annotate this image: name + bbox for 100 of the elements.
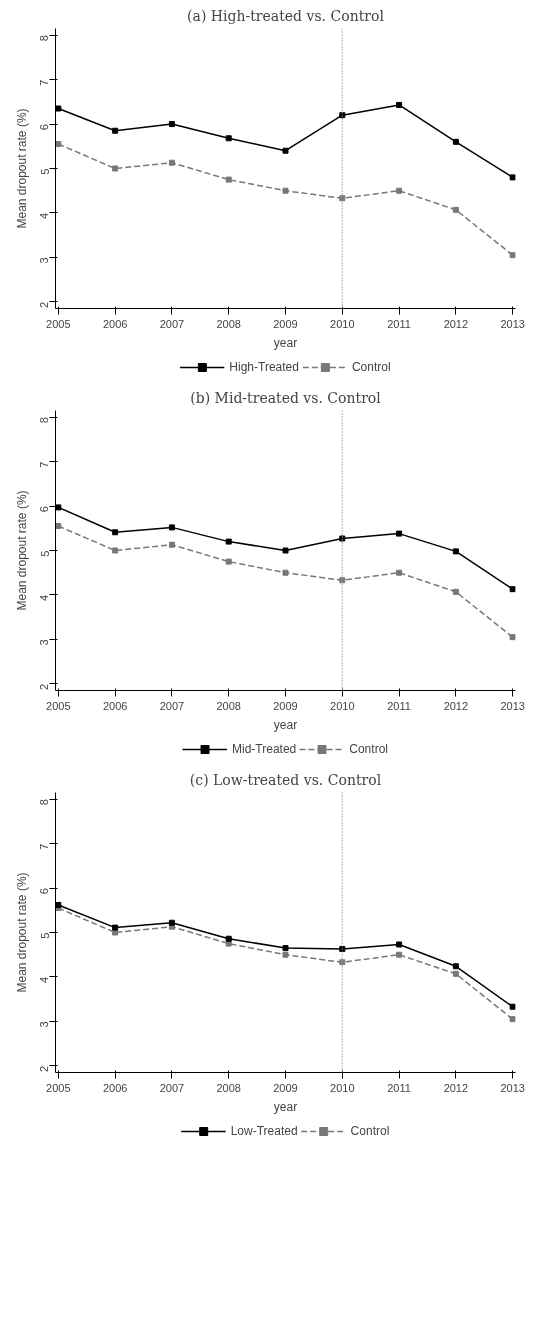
- point: [452, 588, 459, 595]
- point: [112, 529, 119, 536]
- y-tick-label: 5: [38, 168, 51, 175]
- y-axis-title: Mean dropout rate (%): [14, 872, 29, 993]
- point: [225, 935, 232, 942]
- x-tick-label: 2007: [159, 1081, 185, 1094]
- x-axis-title: year: [273, 335, 298, 350]
- x-tick-label: 2013: [500, 317, 525, 330]
- x-tick-label: 2012: [443, 699, 469, 712]
- point: [396, 187, 403, 194]
- y-axis-title: Mean dropout rate (%): [14, 108, 29, 229]
- x-tick-label: 2007: [159, 317, 185, 330]
- x-tick-label: 2008: [216, 699, 241, 712]
- x-tick-label: 2011: [387, 699, 411, 712]
- legend-label: Control: [350, 1124, 390, 1138]
- x-tick-label: 2011: [387, 1081, 411, 1094]
- point: [282, 187, 289, 194]
- point: [112, 165, 119, 172]
- y-tick-label: 7: [38, 461, 51, 468]
- x-tick-label: 2009: [273, 1081, 298, 1094]
- point: [168, 524, 175, 531]
- point: [452, 963, 459, 970]
- y-tick-label: 6: [38, 506, 51, 513]
- point: [452, 548, 459, 555]
- point: [282, 951, 289, 958]
- x-tick-label: 2005: [46, 1081, 71, 1094]
- point: [396, 941, 403, 948]
- x-tick-label: 2009: [273, 699, 298, 712]
- x-tick-label: 2013: [500, 699, 525, 712]
- point: [339, 959, 346, 966]
- y-tick-label: 6: [38, 124, 51, 131]
- x-tick-label: 2009: [273, 317, 298, 330]
- chart-title: (b) Mid-treated vs. Control: [190, 389, 382, 406]
- point: [168, 541, 175, 548]
- x-axis-title: year: [273, 717, 298, 732]
- y-tick-label: 2: [38, 301, 51, 308]
- x-tick-label: 2007: [159, 699, 185, 712]
- point: [339, 535, 346, 542]
- point: [396, 530, 403, 537]
- x-tick-label: 2005: [46, 317, 71, 330]
- point: [509, 174, 516, 181]
- legend-label: High-Treated: [229, 360, 299, 374]
- y-tick-label: 5: [38, 550, 51, 557]
- point: [396, 101, 403, 108]
- point: [225, 135, 232, 142]
- y-tick-label: 8: [38, 799, 51, 806]
- y-tick-label: 5: [38, 932, 51, 939]
- point: [396, 951, 403, 958]
- point: [339, 195, 346, 202]
- point: [452, 138, 459, 145]
- point: [55, 105, 62, 112]
- y-tick-label: 3: [38, 257, 51, 264]
- point: [282, 569, 289, 576]
- x-tick-label: 2011: [387, 317, 411, 330]
- point: [452, 970, 459, 977]
- x-tick-label: 2012: [443, 317, 469, 330]
- y-tick-label: 3: [38, 1021, 51, 1028]
- x-tick-label: 2008: [216, 317, 241, 330]
- y-tick-label: 8: [38, 417, 51, 424]
- y-tick-label: 4: [38, 212, 51, 220]
- y-tick-label: 4: [38, 976, 51, 984]
- y-tick-label: 4: [38, 594, 51, 602]
- point: [282, 547, 289, 554]
- point: [168, 121, 175, 128]
- y-axis-title: Mean dropout rate (%): [14, 490, 29, 611]
- point: [225, 558, 232, 565]
- x-tick-label: 2010: [330, 1081, 355, 1094]
- legend-label: Control: [349, 742, 388, 756]
- point: [339, 112, 346, 119]
- point: [168, 919, 175, 926]
- legend-label: Control: [351, 360, 391, 374]
- y-tick-label: 7: [38, 843, 51, 850]
- point: [225, 538, 232, 545]
- point: [55, 504, 62, 511]
- x-tick-label: 2010: [330, 699, 355, 712]
- x-tick-label: 2005: [46, 699, 71, 712]
- point: [339, 945, 346, 952]
- point: [452, 206, 459, 213]
- y-tick-label: 2: [38, 1065, 51, 1072]
- point: [396, 569, 403, 576]
- chart-title: (a) High-treated vs. Control: [187, 7, 385, 24]
- x-tick-label: 2010: [330, 317, 355, 330]
- point: [112, 924, 119, 931]
- x-axis-title: year: [273, 1099, 298, 1114]
- x-tick-label: 2006: [102, 1081, 128, 1094]
- point: [282, 945, 289, 952]
- point: [168, 159, 175, 166]
- y-tick-label: 2: [38, 683, 51, 690]
- y-tick-label: 3: [38, 639, 51, 646]
- x-tick-label: 2013: [500, 1081, 525, 1094]
- point: [112, 127, 119, 134]
- x-tick-label: 2006: [102, 317, 128, 330]
- legend-label: Low-Treated: [230, 1124, 298, 1138]
- x-tick-label: 2008: [216, 1081, 241, 1094]
- legend-label: Mid-Treated: [232, 742, 297, 756]
- y-tick-label: 7: [38, 79, 51, 86]
- y-tick-label: 8: [38, 35, 51, 42]
- x-tick-label: 2012: [443, 1081, 469, 1094]
- point: [112, 547, 119, 554]
- x-tick-label: 2006: [102, 699, 128, 712]
